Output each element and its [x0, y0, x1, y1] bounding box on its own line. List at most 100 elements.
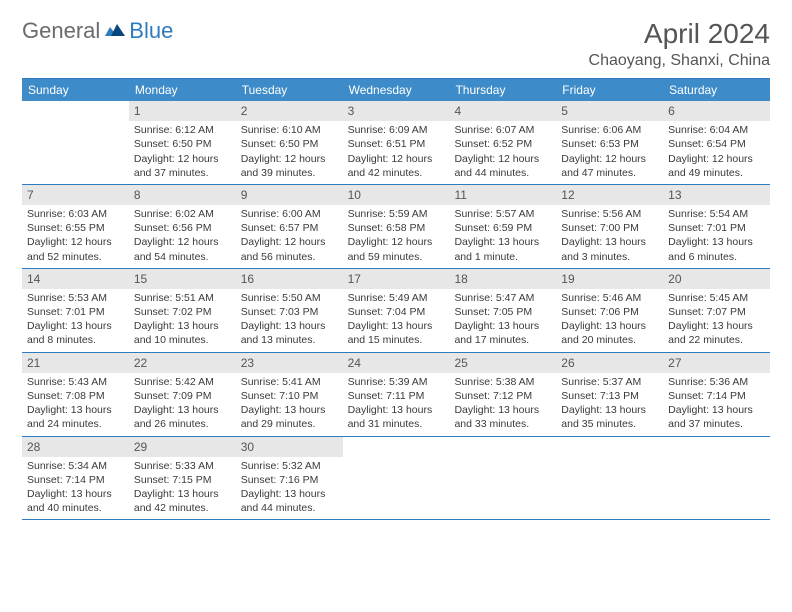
logo-text-blue: Blue	[129, 18, 173, 44]
day-number: 21	[22, 353, 129, 373]
daylight-line: Daylight: 13 hours and 8 minutes.	[27, 319, 124, 347]
sunset-line: Sunset: 7:10 PM	[241, 389, 338, 403]
sunset-line: Sunset: 7:14 PM	[27, 473, 124, 487]
month-title: April 2024	[589, 18, 770, 50]
daylight-line: Daylight: 13 hours and 1 minute.	[454, 235, 551, 263]
day-body: Sunrise: 5:36 AMSunset: 7:14 PMDaylight:…	[663, 373, 770, 436]
day-number: 20	[663, 269, 770, 289]
day-cell-17: 17Sunrise: 5:49 AMSunset: 7:04 PMDayligh…	[343, 269, 450, 352]
sunrise-line: Sunrise: 6:09 AM	[348, 123, 445, 137]
day-body: Sunrise: 5:45 AMSunset: 7:07 PMDaylight:…	[663, 289, 770, 352]
day-number: 17	[343, 269, 450, 289]
flag-icon	[105, 20, 127, 43]
day-body: Sunrise: 5:54 AMSunset: 7:01 PMDaylight:…	[663, 205, 770, 268]
daylight-line: Daylight: 13 hours and 6 minutes.	[668, 235, 765, 263]
day-number: 29	[129, 437, 236, 457]
sunset-line: Sunset: 6:58 PM	[348, 221, 445, 235]
day-number: 1	[129, 101, 236, 121]
dow-friday: Friday	[556, 79, 663, 101]
day-body: Sunrise: 5:39 AMSunset: 7:11 PMDaylight:…	[343, 373, 450, 436]
day-body: Sunrise: 5:51 AMSunset: 7:02 PMDaylight:…	[129, 289, 236, 352]
day-cell-7: 7Sunrise: 6:03 AMSunset: 6:55 PMDaylight…	[22, 185, 129, 268]
week-row: 14Sunrise: 5:53 AMSunset: 7:01 PMDayligh…	[22, 269, 770, 353]
day-body: Sunrise: 5:38 AMSunset: 7:12 PMDaylight:…	[449, 373, 556, 436]
sunset-line: Sunset: 6:57 PM	[241, 221, 338, 235]
sunrise-line: Sunrise: 5:45 AM	[668, 291, 765, 305]
day-body: Sunrise: 5:32 AMSunset: 7:16 PMDaylight:…	[236, 457, 343, 520]
day-cell-4: 4Sunrise: 6:07 AMSunset: 6:52 PMDaylight…	[449, 101, 556, 184]
dow-saturday: Saturday	[663, 79, 770, 101]
day-cell-24: 24Sunrise: 5:39 AMSunset: 7:11 PMDayligh…	[343, 353, 450, 436]
sunset-line: Sunset: 6:59 PM	[454, 221, 551, 235]
day-cell-9: 9Sunrise: 6:00 AMSunset: 6:57 PMDaylight…	[236, 185, 343, 268]
daylight-line: Daylight: 13 hours and 26 minutes.	[134, 403, 231, 431]
daylight-line: Daylight: 13 hours and 13 minutes.	[241, 319, 338, 347]
sunrise-line: Sunrise: 6:07 AM	[454, 123, 551, 137]
day-number: 11	[449, 185, 556, 205]
sunset-line: Sunset: 7:14 PM	[668, 389, 765, 403]
daylight-line: Daylight: 13 hours and 33 minutes.	[454, 403, 551, 431]
day-cell-empty: .	[663, 437, 770, 520]
day-body: Sunrise: 6:06 AMSunset: 6:53 PMDaylight:…	[556, 121, 663, 184]
day-cell-15: 15Sunrise: 5:51 AMSunset: 7:02 PMDayligh…	[129, 269, 236, 352]
calendar: SundayMondayTuesdayWednesdayThursdayFrid…	[22, 78, 770, 520]
day-number: 27	[663, 353, 770, 373]
day-body: Sunrise: 5:33 AMSunset: 7:15 PMDaylight:…	[129, 457, 236, 520]
day-body: Sunrise: 5:34 AMSunset: 7:14 PMDaylight:…	[22, 457, 129, 520]
day-body: Sunrise: 5:46 AMSunset: 7:06 PMDaylight:…	[556, 289, 663, 352]
sunrise-line: Sunrise: 5:39 AM	[348, 375, 445, 389]
daylight-line: Daylight: 12 hours and 56 minutes.	[241, 235, 338, 263]
daylight-line: Daylight: 13 hours and 15 minutes.	[348, 319, 445, 347]
day-number: 10	[343, 185, 450, 205]
sunset-line: Sunset: 7:01 PM	[27, 305, 124, 319]
sunset-line: Sunset: 7:03 PM	[241, 305, 338, 319]
day-number: 9	[236, 185, 343, 205]
day-body: Sunrise: 6:10 AMSunset: 6:50 PMDaylight:…	[236, 121, 343, 184]
sunset-line: Sunset: 6:54 PM	[668, 137, 765, 151]
dow-sunday: Sunday	[22, 79, 129, 101]
day-number: 22	[129, 353, 236, 373]
day-body: Sunrise: 5:57 AMSunset: 6:59 PMDaylight:…	[449, 205, 556, 268]
day-number: 19	[556, 269, 663, 289]
sunrise-line: Sunrise: 5:50 AM	[241, 291, 338, 305]
day-cell-16: 16 Sunrise: 5:50 AMSunset: 7:03 PMDayligh…	[236, 269, 343, 352]
day-number: 18	[449, 269, 556, 289]
sunset-line: Sunset: 7:09 PM	[134, 389, 231, 403]
day-number: 16	[236, 269, 343, 289]
sunrise-line: Sunrise: 5:37 AM	[561, 375, 658, 389]
dow-thursday: Thursday	[449, 79, 556, 101]
day-number: 7	[22, 185, 129, 205]
sunrise-line: Sunrise: 5:42 AM	[134, 375, 231, 389]
sunset-line: Sunset: 7:16 PM	[241, 473, 338, 487]
sunrise-line: Sunrise: 5:57 AM	[454, 207, 551, 221]
sunrise-line: Sunrise: 5:47 AM	[454, 291, 551, 305]
logo: General Blue	[22, 18, 173, 44]
sunrise-line: Sunrise: 5:41 AM	[241, 375, 338, 389]
dow-tuesday: Tuesday	[236, 79, 343, 101]
day-number: 26	[556, 353, 663, 373]
day-cell-empty: .	[556, 437, 663, 520]
daylight-line: Daylight: 12 hours and 42 minutes.	[348, 152, 445, 180]
day-number: 12	[556, 185, 663, 205]
day-number: 4	[449, 101, 556, 121]
day-cell-empty: .	[449, 437, 556, 520]
day-body: Sunrise: 6:07 AMSunset: 6:52 PMDaylight:…	[449, 121, 556, 184]
day-body: Sunrise: 5:43 AMSunset: 7:08 PMDaylight:…	[22, 373, 129, 436]
day-cell-empty: .	[22, 101, 129, 184]
day-cell-empty: .	[343, 437, 450, 520]
day-cell-6: 6Sunrise: 6:04 AMSunset: 6:54 PMDaylight…	[663, 101, 770, 184]
day-body: Sunrise: 5:56 AMSunset: 7:00 PMDaylight:…	[556, 205, 663, 268]
day-number: 8	[129, 185, 236, 205]
daylight-line: Daylight: 13 hours and 40 minutes.	[27, 487, 124, 515]
daylight-line: Daylight: 12 hours and 37 minutes.	[134, 152, 231, 180]
daylight-line: Daylight: 12 hours and 52 minutes.	[27, 235, 124, 263]
day-cell-14: 14Sunrise: 5:53 AMSunset: 7:01 PMDayligh…	[22, 269, 129, 352]
sunrise-line: Sunrise: 6:10 AM	[241, 123, 338, 137]
day-cell-12: 12Sunrise: 5:56 AMSunset: 7:00 PMDayligh…	[556, 185, 663, 268]
daylight-line: Daylight: 12 hours and 47 minutes.	[561, 152, 658, 180]
week-row: 21Sunrise: 5:43 AMSunset: 7:08 PMDayligh…	[22, 353, 770, 437]
sunrise-line: Sunrise: 5:53 AM	[27, 291, 124, 305]
daylight-line: Daylight: 13 hours and 42 minutes.	[134, 487, 231, 515]
sunrise-line: Sunrise: 6:02 AM	[134, 207, 231, 221]
sunset-line: Sunset: 6:56 PM	[134, 221, 231, 235]
